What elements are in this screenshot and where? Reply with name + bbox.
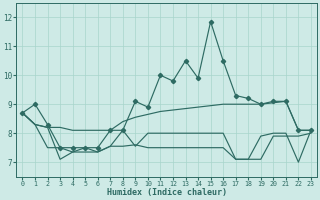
X-axis label: Humidex (Indice chaleur): Humidex (Indice chaleur) [107, 188, 227, 197]
